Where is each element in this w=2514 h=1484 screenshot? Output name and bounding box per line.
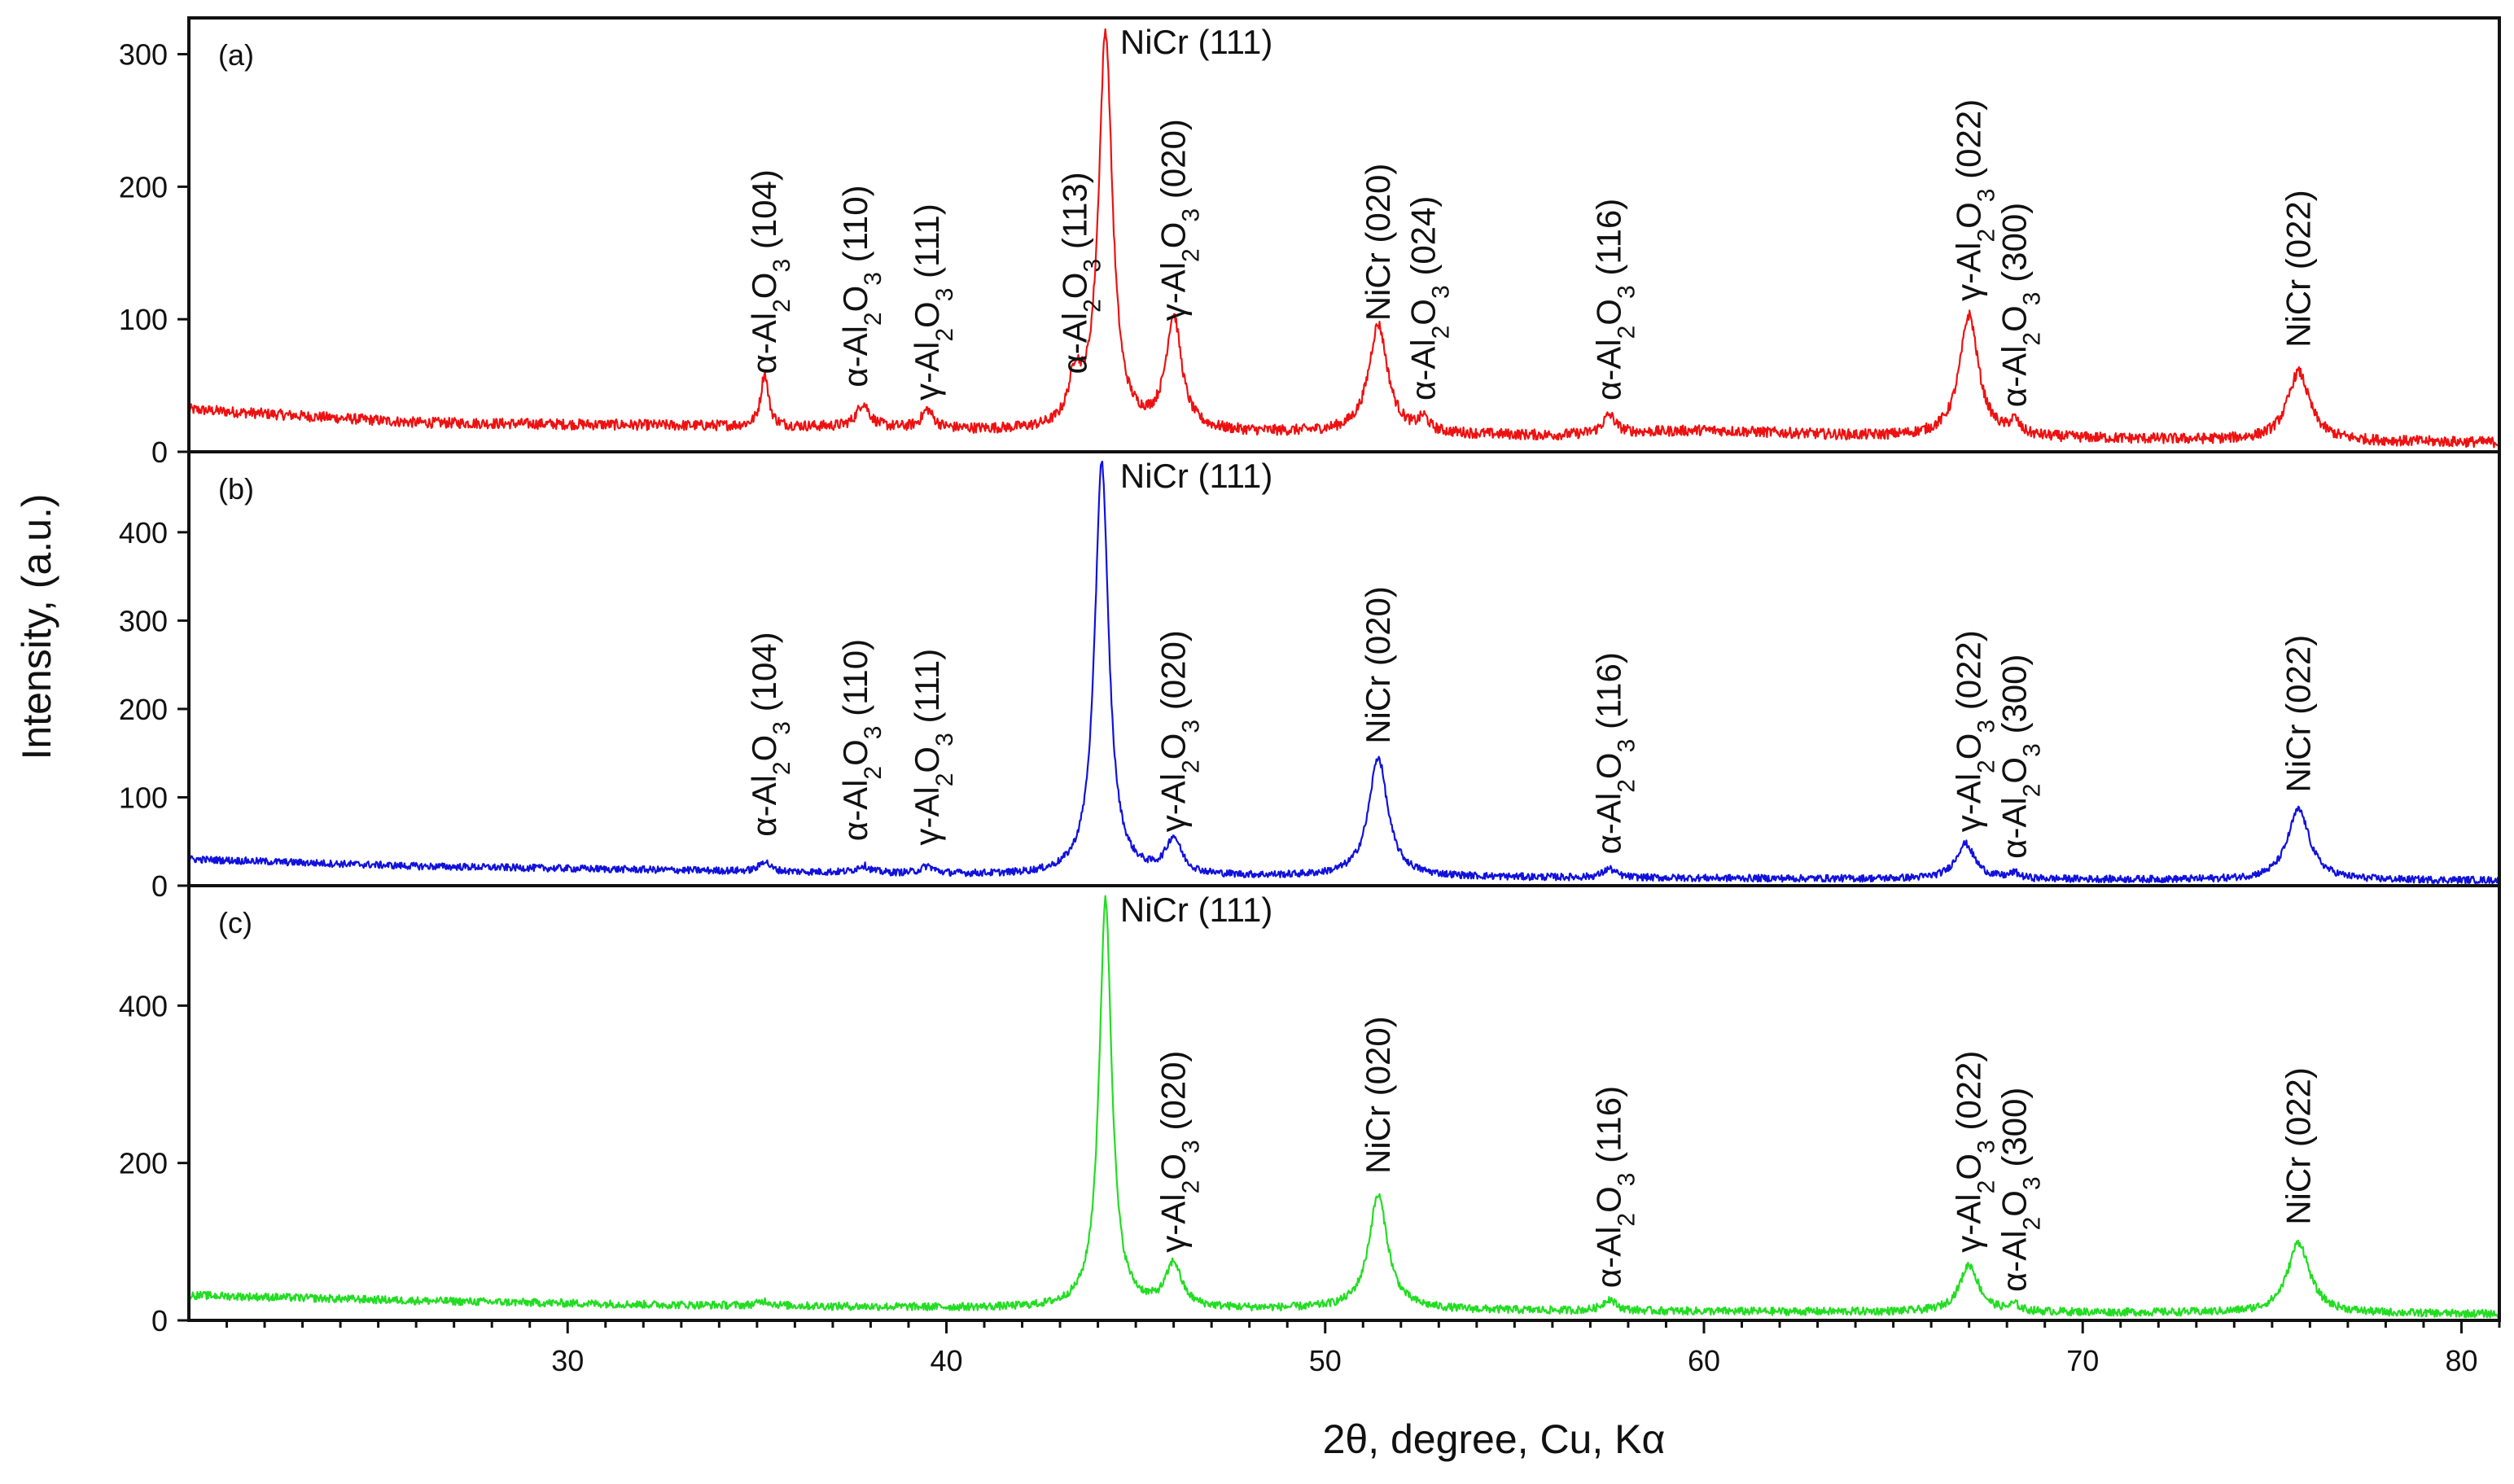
trace-c <box>187 895 2501 1319</box>
peak-label-top-c: NiCr (111) <box>1120 891 1272 929</box>
peak-label-b-5: α-Al2O3 (116) <box>1590 652 1640 854</box>
peak-label-c-1: NiCr (020) <box>1359 1016 1397 1174</box>
x-tick-label-70: 70 <box>2066 1344 2099 1377</box>
peak-label-top-b: NiCr (111) <box>1120 457 1272 495</box>
panel-label-a: (a) <box>218 38 254 72</box>
peak-label-c-3: γ-Al2O3 (022) <box>1950 1051 2000 1253</box>
peak-label-b-2: γ-Al2O3 (111) <box>908 649 958 846</box>
peak-label-c-0: γ-Al2O3 (020) <box>1154 1051 1205 1253</box>
y-tick-label-c-0: 0 <box>151 1304 168 1337</box>
peak-label-c-4: α-Al2O3 (300) <box>1995 1088 2046 1292</box>
y-tick-label-a-100: 100 <box>119 303 168 336</box>
peak-label-b-8: NiCr (022) <box>2279 635 2317 793</box>
x-axis-title: 2θ, degree, Cu, Kα <box>1323 1416 1666 1462</box>
y-tick-label-c-400: 400 <box>119 989 168 1022</box>
peak-label-b-1: α-Al2O3 (110) <box>836 639 887 841</box>
peak-label-a-6: α-Al2O3 (024) <box>1404 196 1455 401</box>
peak-label-b-0: α-Al2O3 (104) <box>745 632 795 836</box>
x-tick-label-80: 80 <box>2445 1344 2477 1377</box>
panel-frame-c <box>187 884 2501 1322</box>
y-tick-label-b-300: 300 <box>119 604 168 637</box>
peak-label-a-3: α-Al2O3 (113) <box>1056 172 1106 374</box>
y-tick-label-b-100: 100 <box>119 781 168 814</box>
y-axis-title: Intensity, (a.u.) <box>14 494 59 760</box>
traces-layer <box>187 28 2501 1319</box>
x-tick-label-60: 60 <box>1688 1344 1720 1377</box>
y-tick-label-b-0: 0 <box>151 869 168 903</box>
peak-label-a-9: α-Al2O3 (300) <box>1995 203 2046 407</box>
peak-label-a-10: NiCr (022) <box>2279 190 2317 348</box>
y-tick-label-a-200: 200 <box>119 170 168 204</box>
x-tick-label-40: 40 <box>930 1344 962 1377</box>
peak-label-b-3: γ-Al2O3 (020) <box>1154 630 1205 832</box>
peak-label-top-a: NiCr (111) <box>1120 23 1272 61</box>
x-tick-label-30: 30 <box>551 1344 584 1377</box>
peak-label-a-8: γ-Al2O3 (022) <box>1950 99 2000 301</box>
y-tick-label-a-0: 0 <box>151 436 168 469</box>
peak-label-b-4: NiCr (020) <box>1359 586 1397 744</box>
peak-label-a-4: γ-Al2O3 (020) <box>1154 119 1205 321</box>
y-tick-label-b-200: 200 <box>119 693 168 726</box>
peak-label-a-1: α-Al2O3 (110) <box>836 185 887 387</box>
peak-label-c-2: α-Al2O3 (116) <box>1590 1086 1640 1288</box>
y-tick-label-b-400: 400 <box>119 516 168 549</box>
peak-label-c-5: NiCr (022) <box>2279 1067 2317 1225</box>
y-tick-label-a-300: 300 <box>119 38 168 72</box>
trace-b <box>188 460 2501 885</box>
peak-label-a-7: α-Al2O3 (116) <box>1590 199 1640 401</box>
peak-label-a-5: NiCr (020) <box>1359 164 1397 322</box>
y-tick-label-c-200: 200 <box>119 1147 168 1180</box>
peak-label-a-2: γ-Al2O3 (111) <box>908 204 958 401</box>
peak-label-b-6: γ-Al2O3 (022) <box>1950 630 2000 832</box>
x-tick-label-50: 50 <box>1309 1344 1342 1377</box>
panel-label-b: (b) <box>218 472 254 506</box>
trace-a <box>187 28 2501 449</box>
peak-label-b-7: α-Al2O3 (300) <box>1995 654 2046 859</box>
peak-label-a-0: α-Al2O3 (104) <box>745 169 795 374</box>
panel-label-c: (c) <box>218 906 252 939</box>
